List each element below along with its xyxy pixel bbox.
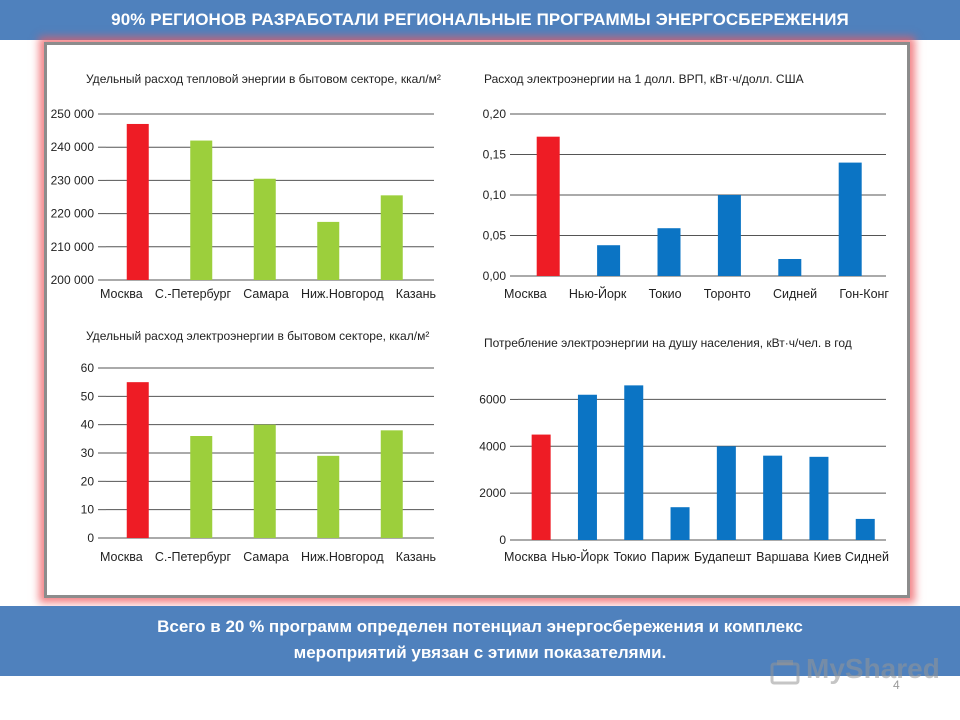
y-tick-label: 2000 bbox=[479, 486, 506, 500]
y-tick-label: 250 000 bbox=[51, 107, 95, 121]
x-tick-label: Нью-Йорк bbox=[569, 286, 627, 301]
chart-4: Потребление электроэнергии на душу насел… bbox=[479, 336, 889, 564]
x-tick-label: Москва bbox=[100, 287, 143, 301]
footer-line-2: мероприятий увязан с этими показателями. bbox=[293, 643, 667, 662]
x-tick-label: Токио bbox=[613, 550, 646, 564]
bar bbox=[317, 221, 340, 280]
x-tick-label: Москва bbox=[504, 550, 547, 564]
x-tick-label: Киев Сидней bbox=[814, 550, 889, 564]
bar bbox=[190, 140, 213, 280]
watermark-logo-icon bbox=[770, 660, 800, 685]
y-tick-label: 50 bbox=[81, 389, 95, 403]
x-tick-label: Казань bbox=[396, 550, 436, 564]
y-tick-label: 0,05 bbox=[483, 229, 507, 243]
bar bbox=[126, 123, 149, 281]
x-tick-label: Самара bbox=[243, 550, 289, 564]
page-number: 4 bbox=[893, 678, 900, 692]
footer-banner: Всего в 20 % программ определен потенциа… bbox=[0, 606, 960, 676]
x-tick-label: Гон-Конг bbox=[839, 287, 889, 301]
bar bbox=[624, 385, 644, 540]
x-tick-label: Москва bbox=[504, 287, 547, 301]
chart-title: Удельный расход электроэнергии в бытовом… bbox=[86, 329, 429, 343]
x-tick-label: Париж bbox=[651, 550, 690, 564]
y-tick-label: 60 bbox=[81, 361, 95, 375]
y-tick-label: 220 000 bbox=[51, 207, 95, 221]
bar bbox=[778, 258, 802, 276]
y-tick-label: 0,15 bbox=[483, 148, 507, 162]
chart-2: Расход электроэнергии на 1 долл. ВРП, кВ… bbox=[483, 72, 890, 301]
x-tick-label: Ниж.Новгород bbox=[301, 287, 384, 301]
x-tick-label: Казань bbox=[396, 287, 436, 301]
y-tick-label: 0,00 bbox=[483, 269, 507, 283]
x-tick-label: Будапешт bbox=[694, 550, 752, 564]
bar bbox=[253, 424, 276, 538]
x-tick-label: Торонто bbox=[704, 287, 751, 301]
y-tick-label: 0 bbox=[87, 531, 94, 545]
bar bbox=[577, 394, 597, 540]
y-tick-label: 210 000 bbox=[51, 240, 95, 254]
bar bbox=[763, 455, 783, 540]
chart-title: Удельный расход тепловой энергии в бытов… bbox=[86, 72, 441, 86]
bar bbox=[717, 195, 741, 276]
bar bbox=[380, 195, 403, 280]
bar bbox=[317, 455, 340, 538]
y-tick-label: 6000 bbox=[479, 392, 506, 406]
bar bbox=[838, 162, 862, 276]
bar bbox=[531, 434, 551, 540]
x-tick-label: Ниж.Новгород bbox=[301, 550, 384, 564]
y-tick-label: 4000 bbox=[479, 439, 506, 453]
x-tick-label: Нью-Йорк bbox=[551, 549, 609, 564]
footer-line-1: Всего в 20 % программ определен потенциа… bbox=[157, 617, 803, 636]
y-tick-label: 0 bbox=[499, 533, 506, 547]
y-tick-label: 0,10 bbox=[483, 188, 507, 202]
x-tick-label: Варшава bbox=[756, 550, 809, 564]
y-tick-label: 240 000 bbox=[51, 140, 95, 154]
x-tick-label: С.-Петербург bbox=[155, 550, 232, 564]
bar bbox=[657, 228, 681, 276]
chart-title: Потребление электроэнергии на душу насел… bbox=[484, 336, 852, 350]
bar bbox=[190, 436, 213, 538]
x-tick-label: Токио bbox=[649, 287, 682, 301]
watermark-text: MyShared bbox=[806, 653, 940, 684]
bar bbox=[126, 382, 149, 538]
chart-title: Расход электроэнергии на 1 долл. ВРП, кВ… bbox=[484, 72, 804, 86]
bar bbox=[380, 430, 403, 538]
y-tick-label: 40 bbox=[81, 418, 95, 432]
y-tick-label: 0,20 bbox=[483, 107, 507, 121]
y-tick-label: 200 000 bbox=[51, 273, 95, 287]
y-tick-label: 30 bbox=[81, 446, 95, 460]
bar bbox=[597, 245, 621, 276]
bar bbox=[536, 136, 560, 276]
x-tick-label: С.-Петербург bbox=[155, 287, 232, 301]
bar bbox=[855, 518, 875, 540]
bar bbox=[809, 456, 829, 540]
y-tick-label: 20 bbox=[81, 474, 95, 488]
chart-1: Удельный расход тепловой энергии в бытов… bbox=[51, 72, 441, 301]
charts-svg: Удельный расход тепловой энергии в бытов… bbox=[51, 72, 890, 564]
charts-panel: Удельный расход тепловой энергии в бытов… bbox=[44, 42, 910, 598]
x-tick-label: Самара bbox=[243, 287, 289, 301]
bar bbox=[670, 507, 690, 540]
y-tick-label: 10 bbox=[81, 503, 95, 517]
y-tick-label: 230 000 bbox=[51, 173, 95, 187]
chart-3: Удельный расход электроэнергии в бытовом… bbox=[81, 329, 436, 564]
x-tick-label: Сидней bbox=[773, 287, 817, 301]
bar bbox=[716, 446, 736, 540]
x-tick-label: Москва bbox=[100, 550, 143, 564]
bar bbox=[253, 178, 276, 280]
slide-title: 90% РЕГИОНОВ РАЗРАБОТАЛИ РЕГИОНАЛЬНЫЕ ПР… bbox=[0, 0, 960, 40]
